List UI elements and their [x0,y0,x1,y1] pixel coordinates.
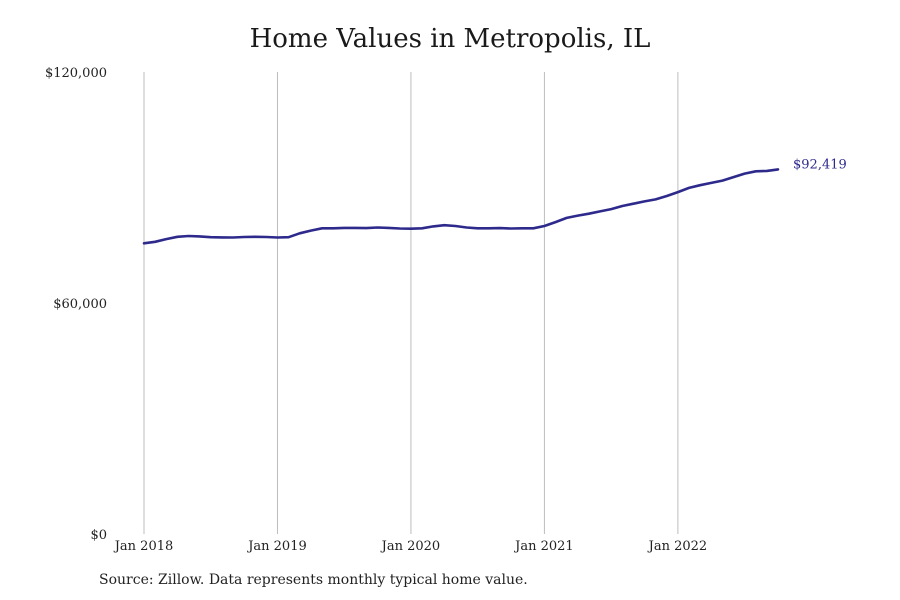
y-tick-label-1: $60,000 [53,297,107,312]
x-tick-label-3: Jan 2021 [513,539,574,554]
y-tick-label-2: $120,000 [45,66,107,81]
y-tick-label-0: $0 [90,528,107,543]
x-axis-tick-labels: Jan 2018 Jan 2019 Jan 2020 Jan 2021 Jan 2022 [113,539,707,554]
vertical-gridlines [143,72,679,534]
source-note: Source: Zillow. Data represents monthly … [99,572,528,588]
chart-title: Home Values in Metropolis, IL [249,24,651,54]
y-axis-tick-labels: $0 $60,000 $120,000 [45,66,107,543]
x-tick-label-0: Jan 2018 [113,539,174,554]
end-value-label: $92,419 [793,157,847,172]
x-tick-label-4: Jan 2022 [647,539,708,554]
series-layer [142,168,780,245]
end-value-layer: $92,419 [793,157,847,172]
x-tick-label-1: Jan 2019 [246,539,307,554]
x-tick-label-2: Jan 2020 [380,539,441,554]
series-line-0 [142,168,780,245]
